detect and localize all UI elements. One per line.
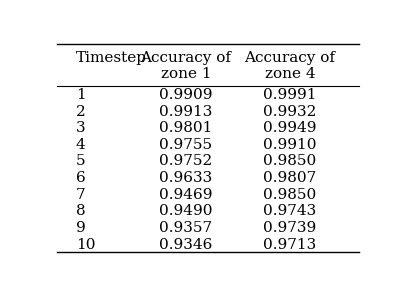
Text: 0.9346: 0.9346 <box>159 237 212 251</box>
Text: 3: 3 <box>76 121 85 135</box>
Text: 0.9801: 0.9801 <box>159 121 212 135</box>
Text: 0.9910: 0.9910 <box>262 138 316 152</box>
Text: 0.9357: 0.9357 <box>159 221 212 235</box>
Text: 0.9909: 0.9909 <box>159 88 212 102</box>
Text: 0.9633: 0.9633 <box>159 171 212 185</box>
Text: 0.9713: 0.9713 <box>262 237 316 251</box>
Text: 10: 10 <box>76 237 95 251</box>
Text: 2: 2 <box>76 105 85 119</box>
Text: 0.9850: 0.9850 <box>262 188 316 202</box>
Text: 4: 4 <box>76 138 85 152</box>
Text: 9: 9 <box>76 221 85 235</box>
Text: 5: 5 <box>76 154 85 168</box>
Text: 0.9850: 0.9850 <box>262 154 316 168</box>
Text: 0.9469: 0.9469 <box>159 188 212 202</box>
Text: 6: 6 <box>76 171 85 185</box>
Text: 0.9991: 0.9991 <box>262 88 316 102</box>
Text: 0.9807: 0.9807 <box>262 171 316 185</box>
Text: 0.9490: 0.9490 <box>159 204 212 218</box>
Text: 0.9913: 0.9913 <box>159 105 212 119</box>
Text: 1: 1 <box>76 88 85 102</box>
Text: 0.9755: 0.9755 <box>159 138 212 152</box>
Text: 0.9932: 0.9932 <box>262 105 316 119</box>
Text: 8: 8 <box>76 204 85 218</box>
Text: 0.9752: 0.9752 <box>159 154 212 168</box>
Text: Timestep: Timestep <box>76 50 147 64</box>
Text: 7: 7 <box>76 188 85 202</box>
Text: Accuracy of
zone 4: Accuracy of zone 4 <box>244 50 335 81</box>
Text: Accuracy of
zone 1: Accuracy of zone 1 <box>140 50 231 81</box>
Text: 0.9739: 0.9739 <box>262 221 316 235</box>
Text: 0.9949: 0.9949 <box>262 121 316 135</box>
Text: 0.9743: 0.9743 <box>262 204 316 218</box>
